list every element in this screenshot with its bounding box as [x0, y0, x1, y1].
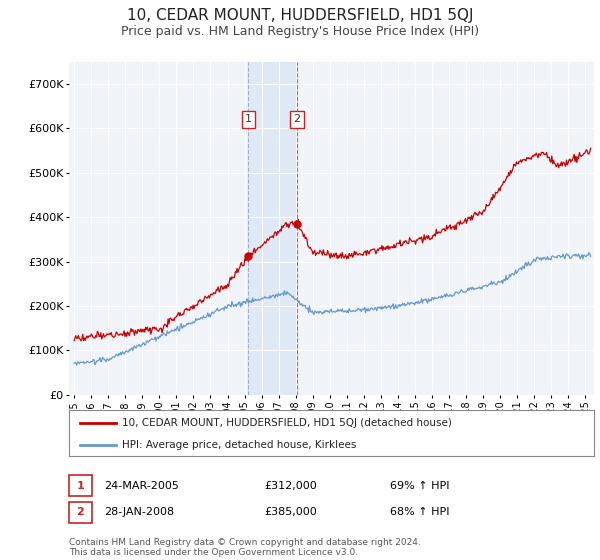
Text: 1: 1	[77, 480, 84, 491]
Text: 10, CEDAR MOUNT, HUDDERSFIELD, HD1 5QJ: 10, CEDAR MOUNT, HUDDERSFIELD, HD1 5QJ	[127, 8, 473, 24]
Text: Price paid vs. HM Land Registry's House Price Index (HPI): Price paid vs. HM Land Registry's House …	[121, 25, 479, 38]
Text: 69% ↑ HPI: 69% ↑ HPI	[390, 480, 449, 491]
Text: HPI: Average price, detached house, Kirklees: HPI: Average price, detached house, Kirk…	[121, 440, 356, 450]
Text: 68% ↑ HPI: 68% ↑ HPI	[390, 507, 449, 517]
Text: 24-MAR-2005: 24-MAR-2005	[104, 480, 179, 491]
Text: £385,000: £385,000	[264, 507, 317, 517]
Text: 2: 2	[77, 507, 84, 517]
Text: 28-JAN-2008: 28-JAN-2008	[104, 507, 174, 517]
Text: 1: 1	[245, 114, 252, 124]
Text: £312,000: £312,000	[264, 480, 317, 491]
Text: 10, CEDAR MOUNT, HUDDERSFIELD, HD1 5QJ (detached house): 10, CEDAR MOUNT, HUDDERSFIELD, HD1 5QJ (…	[121, 418, 451, 428]
Text: Contains HM Land Registry data © Crown copyright and database right 2024.
This d: Contains HM Land Registry data © Crown c…	[69, 538, 421, 557]
Bar	[248, 62, 297, 395]
Text: 2: 2	[293, 114, 301, 124]
